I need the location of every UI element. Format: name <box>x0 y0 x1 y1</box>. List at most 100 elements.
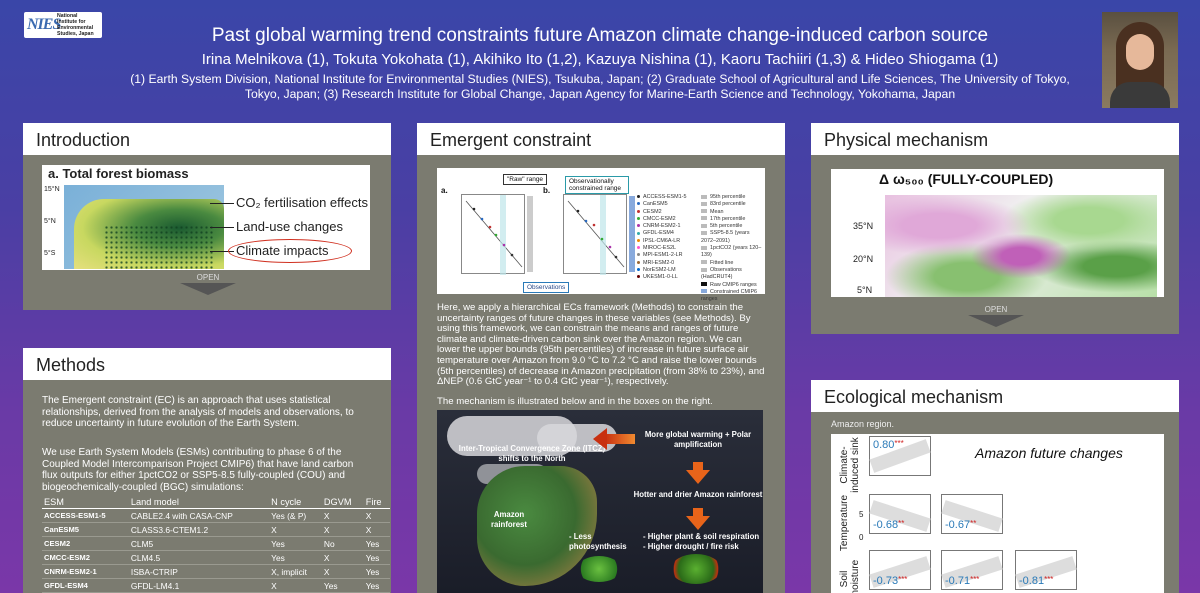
table-row: CESM2 CLM5 Yes No Yes <box>42 536 390 551</box>
biomass-map <box>64 185 224 269</box>
legend-item: 83rd percentile <box>701 201 765 208</box>
legend-item: Mean <box>701 209 765 216</box>
mech-rainforest-label: Amazon rainforest <box>491 510 527 529</box>
panel-b-label: b. <box>543 186 551 195</box>
legend-marker <box>701 209 707 214</box>
legend-item: MIROC-ES2L <box>637 245 686 252</box>
table-cell: X <box>363 522 390 537</box>
driver-land-use: Land-use changes <box>236 219 343 234</box>
nies-logo[interactable]: NIES National Institute for Environmenta… <box>24 12 102 38</box>
legend-label: CESM2 <box>643 208 662 215</box>
lat-label: 15°N <box>44 186 60 193</box>
row-label-soil-moisture: Soil moisture <box>839 559 861 593</box>
legend-item: 1pctCO2 (years 120–139) <box>701 245 765 260</box>
legend-marker <box>637 209 640 213</box>
legend-label: 5th percentile <box>710 223 743 230</box>
chevron-down-icon <box>968 315 1024 327</box>
legend-item: ACCESS-ESM1-5 <box>637 194 686 201</box>
table-cell: X <box>269 578 322 593</box>
legend-item: UKESM1-0-LL <box>637 274 686 281</box>
poster-authors: Irina Melnikova (1), Tokuta Yokohata (1)… <box>201 51 999 68</box>
col-header: Fire <box>363 496 390 509</box>
legend-item: CNRM-ESM2-1 <box>637 223 686 230</box>
legend-label: MPI-ESM1-2-LR <box>643 252 683 259</box>
legend-marker <box>701 245 707 250</box>
poster-header: NIES National Institute for Environmenta… <box>0 0 1200 112</box>
legend-item: GFDL-ESM4 <box>637 230 686 237</box>
table-cell: GFDL-LM4.1 <box>128 578 270 593</box>
table-cell: CESM2 <box>42 536 129 551</box>
row-label-sink: Climate-induced sink <box>839 437 861 493</box>
lat-label: 20°N <box>853 254 874 264</box>
legend-marker <box>701 194 707 199</box>
mech-hotter-label: Hotter and drier Amazon rainforest <box>633 490 763 499</box>
logo-text: National Institute for Environmental Stu… <box>57 13 94 37</box>
corr-value: -0.67 <box>945 519 971 531</box>
legend-marker <box>637 246 640 250</box>
table-cell: CLM4.5 <box>128 550 270 565</box>
omega-figure-title: Δ ω₅₀₀ (FULLY-COUPLED) <box>879 171 1054 187</box>
tree-icon <box>577 556 621 582</box>
legend-label: MRI-ESM2-0 <box>643 259 675 266</box>
legend-item: 17th percentile <box>701 216 765 223</box>
table-cell: X <box>321 522 364 537</box>
poster-affiliations: (1) Earth System Division, National Inst… <box>130 72 1070 101</box>
scatter-soil-2: -0.71*** <box>941 550 1003 590</box>
table-row: CanESM5 CLASS3.6-CTEM1.2 X X X <box>42 522 390 537</box>
down-arrow-icon <box>686 516 710 530</box>
mech-higher-label: - Higher plant & soil respiration - High… <box>643 532 760 551</box>
ecological-cut-text: Amazon region. <box>831 419 895 429</box>
ec-scatter-b-svg <box>567 195 625 275</box>
legend-label: CNRM-ESM2-1 <box>643 223 681 230</box>
table-cell: X, implicit <box>269 564 322 579</box>
legend-marker <box>701 223 707 228</box>
emergent-constraint-figure: a. b. "Raw" range Observationally constr… <box>437 168 765 302</box>
col-header: N cycle <box>269 496 322 509</box>
introduction-open-button[interactable]: OPEN <box>180 273 236 295</box>
esm-table: ESM Land model N cycle DGVM Fire ACCESS-… <box>42 496 390 593</box>
legend-marker <box>637 195 640 199</box>
legend-marker <box>701 201 707 206</box>
legend-marker <box>701 231 707 236</box>
corr-value: -0.73 <box>873 575 899 587</box>
table-cell: ACCESS-ESM1-5 <box>42 508 129 523</box>
physical-open-button[interactable]: OPEN <box>968 305 1024 327</box>
table-row: GFDL-ESM4 GFDL-LM4.1 X Yes Yes <box>42 578 390 593</box>
legend-marker <box>701 216 707 221</box>
corr-value: -0.68 <box>873 519 899 531</box>
legend-item: CanESM5 <box>637 201 686 208</box>
lat-label: 35°N <box>853 221 874 231</box>
scatter-temp-2: -0.67** <box>941 494 1003 534</box>
legend-marker <box>637 202 640 206</box>
table-cell: CLM5 <box>128 536 270 551</box>
table-cell: X <box>321 508 364 523</box>
legend-label: IPSL-CM6A-LR <box>643 237 681 244</box>
table-cell: CLASS3.6-CTEM1.2 <box>128 522 270 537</box>
ecological-figure: Amazon future changes Climate-induced si… <box>831 434 1164 593</box>
table-cell: X <box>321 550 364 565</box>
legend-marker <box>637 231 640 235</box>
legend-marker <box>701 289 707 294</box>
table-cell: ISBA-CTRIP <box>128 564 270 579</box>
col-header: Land model <box>128 496 270 509</box>
legend-marker <box>637 216 640 220</box>
scatter-soil-3: -0.81*** <box>1015 550 1077 590</box>
table-cell: CanESM5 <box>42 522 129 537</box>
ec-legend-stats: 95th percentile 83rd percentile Mean 17th p… <box>701 194 765 303</box>
table-header-row: ESM Land model N cycle DGVM Fire <box>42 496 390 509</box>
legend-label: MIROC-ES2L <box>643 245 676 252</box>
table-cell: X <box>363 508 390 523</box>
legend-marker <box>701 260 707 265</box>
ec-scatter-b <box>563 194 627 275</box>
legend-label: Raw CMIP6 ranges <box>710 281 757 288</box>
legend-marker <box>637 253 640 257</box>
omega-map <box>885 195 1157 297</box>
legend-label: NorESM2-LM <box>643 266 676 273</box>
table-cell: Yes <box>363 578 390 593</box>
methods-para-2: We use Earth System Models (ESMs) contri… <box>42 447 354 493</box>
legend-item: 95th percentile <box>701 194 765 201</box>
legend-item: Observations (HadCRUT4) <box>701 267 765 282</box>
col-header: DGVM <box>321 496 364 509</box>
legend-item: Constrained CMIP6 ranges <box>701 289 765 304</box>
table-row: CMCC-ESM2 CLM4.5 Yes X Yes <box>42 550 390 565</box>
